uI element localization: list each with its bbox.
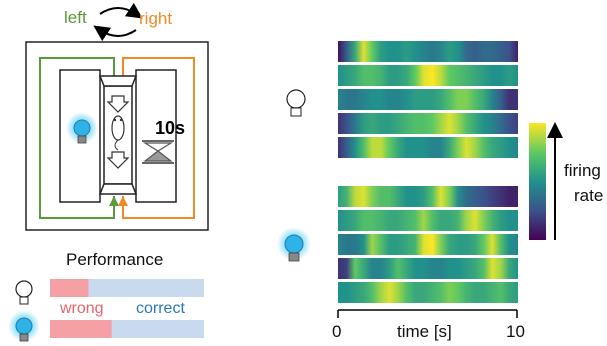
maze-light-bulb-on-icon	[66, 112, 98, 144]
wrong-label: wrong	[60, 300, 104, 317]
heatmap-row-on-4	[338, 258, 518, 279]
heatmap-bulb-on-icon	[277, 227, 311, 262]
performance-title: Performance	[66, 250, 164, 269]
swap-arrows	[93, 2, 143, 42]
label-left: left	[64, 8, 87, 27]
right-path	[122, 57, 195, 219]
colorbar	[529, 123, 546, 240]
correct-label: correct	[136, 300, 185, 317]
heatmap-bulb-off-icon	[286, 89, 306, 117]
x-axis-label: time [s]	[397, 322, 452, 341]
left-start-arrow-icon	[109, 196, 119, 206]
bottom-reward-port	[98, 183, 138, 195]
top-reward-port	[98, 75, 138, 87]
heatmap-row-off-1	[338, 41, 518, 62]
heatmap-row-off-4	[338, 113, 518, 134]
performance-bulb-on-icon	[8, 310, 40, 342]
performance-bar-light-on	[50, 320, 204, 338]
delay-label: 10s	[155, 118, 186, 138]
performance-bulb-off-icon	[15, 280, 33, 305]
down-arrow-icon	[106, 151, 130, 169]
down-arrow-icon	[106, 95, 130, 113]
heatmap-row-off-5	[338, 137, 518, 158]
heatmap-row-on-2	[338, 210, 518, 231]
hourglass-icon	[142, 140, 174, 164]
heatmap-row-off-2	[338, 65, 518, 86]
heatmap-row-on-5	[338, 282, 518, 303]
colorbar-label-firing: firing	[564, 161, 601, 180]
left-path	[39, 57, 115, 219]
x-tick-0: 0	[332, 322, 342, 341]
heatmap-panel	[338, 41, 518, 303]
performance-bar-light-off	[50, 279, 204, 297]
heatmap-row-off-3	[338, 89, 518, 110]
label-right: right	[139, 9, 173, 28]
heatmap-row-on-3	[338, 234, 518, 255]
right-start-arrow-icon	[118, 196, 128, 206]
time-axis	[337, 309, 518, 318]
maze-outer-wall	[25, 41, 209, 231]
colorbar-label-rate: rate	[574, 186, 604, 205]
maze-right-island	[135, 69, 177, 203]
x-tick-10: 10	[506, 322, 525, 341]
mouse-icon	[111, 115, 125, 151]
maze-left-island	[59, 69, 101, 203]
heatmap-row-on-1	[338, 186, 518, 207]
